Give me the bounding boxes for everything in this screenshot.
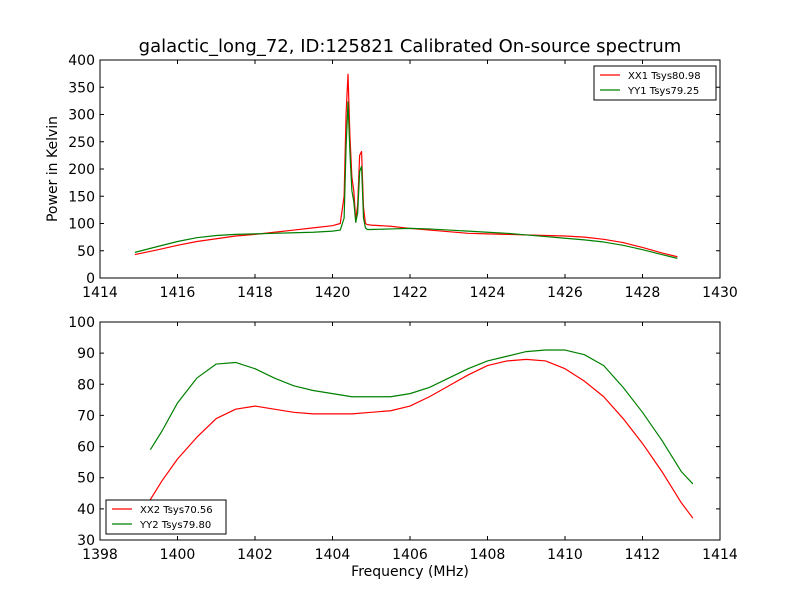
series-line-1 — [134, 73, 678, 258]
top-panel: Power in Kelvin 1414 1416 1418 1420 1422 1424… — [45, 53, 738, 301]
y-tick-label: 100 — [68, 217, 95, 233]
y-tick-label: 30 — [77, 533, 95, 549]
x-tick-label: 1414 — [702, 547, 738, 563]
x-tick-label: 1416 — [160, 285, 196, 301]
x-tick-label: 1412 — [625, 547, 661, 563]
y-tick-label: 250 — [68, 135, 95, 151]
y-tick-label: 0 — [86, 271, 95, 287]
series-line-2 — [149, 349, 694, 485]
y-tick-label: 150 — [68, 189, 95, 205]
y-tick-label: 60 — [77, 440, 95, 456]
x-tick-label: 1402 — [237, 547, 273, 563]
x-tick-label: 1424 — [470, 285, 506, 301]
x-tick-label: 1418 — [237, 285, 273, 301]
legend — [593, 65, 717, 101]
legend-label-2: YY1 Tsys79.25 — [627, 86, 699, 97]
x-tick-label: 1430 — [702, 285, 738, 301]
series-line-1 — [149, 358, 694, 519]
x-tick-label: 1422 — [392, 285, 428, 301]
y-tick-label: 50 — [77, 244, 95, 260]
y-tick-label: 300 — [68, 108, 95, 124]
y-tick-label: 50 — [77, 471, 95, 487]
x-tick-label: 1420 — [315, 285, 351, 301]
x-tick-label: 1400 — [160, 547, 196, 563]
x-tick-label: 1398 — [82, 547, 118, 563]
x-tick-label: 1404 — [315, 547, 351, 563]
y-tick-label: 200 — [68, 162, 95, 178]
chart-title: galactic_long_72, ID:125821 Calibrated O… — [139, 36, 682, 57]
bottom-panel: Frequency (MHz) 1398 1400 1402 1404 1406 1408… — [68, 315, 738, 580]
x-tick-label: 1428 — [625, 285, 661, 301]
x-tick-label: 1414 — [82, 285, 118, 301]
y-tick-label: 40 — [77, 502, 95, 518]
x-tick-label: 1410 — [547, 547, 583, 563]
x-tick-label: 1406 — [392, 547, 428, 563]
legend-label-1: XX1 Tsys80.98 — [628, 71, 701, 82]
y-tick-label: 400 — [68, 53, 95, 69]
legend-label-2: YY2 Tsys79.80 — [139, 520, 211, 531]
y-tick-label: 350 — [68, 80, 95, 96]
bottom-x-axis-label: Frequency (MHz) — [351, 564, 469, 580]
y-tick-label: 90 — [77, 346, 95, 362]
y-tick-label: 80 — [77, 377, 95, 393]
top-y-axis-label: Power in Kelvin — [45, 116, 61, 222]
y-tick-label: 70 — [77, 408, 95, 424]
y-tick-label: 100 — [68, 315, 95, 331]
legend — [105, 499, 227, 535]
legend-label-1: XX2 Tsys70.56 — [140, 505, 213, 516]
x-tick-label: 1408 — [470, 547, 506, 563]
series-line-2 — [134, 101, 678, 259]
x-tick-label: 1426 — [547, 285, 583, 301]
